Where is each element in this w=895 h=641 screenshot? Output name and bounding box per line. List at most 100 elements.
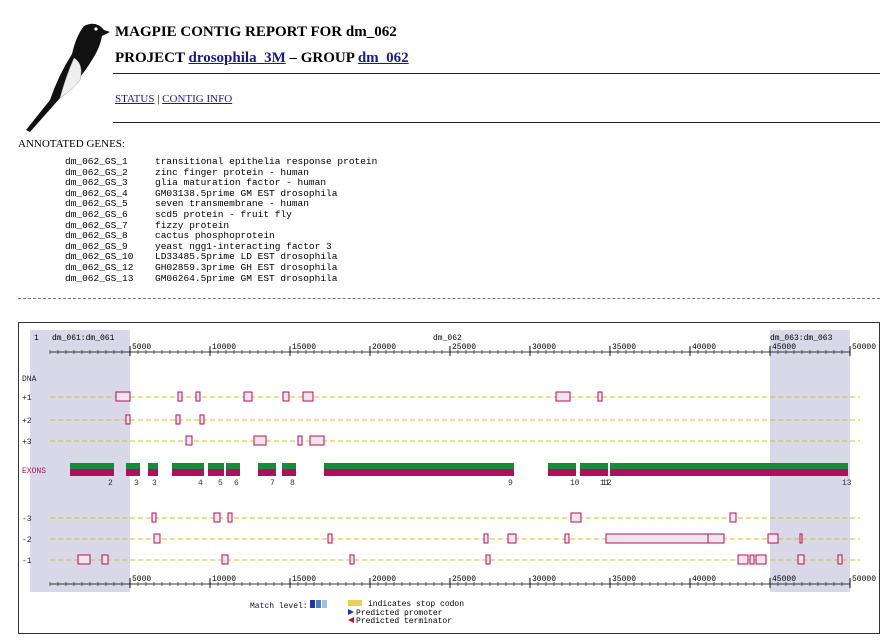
ruler-label: 50000 — [852, 575, 876, 584]
exon-label: 9 — [508, 479, 513, 488]
exon-top — [604, 463, 608, 469]
gene-glyph — [298, 436, 302, 445]
ruler-label: 5000 — [132, 575, 151, 584]
exon-top — [226, 463, 240, 469]
ruler-label: 10000 — [212, 343, 236, 352]
exon-label: 10 — [570, 479, 580, 488]
track-label: +1 — [22, 394, 32, 403]
ruler-label: 20000 — [372, 343, 396, 352]
stop-label: indicates stop codon — [368, 600, 464, 609]
center-contig: dm_062 — [433, 334, 462, 343]
gene-glyph — [606, 534, 716, 543]
gene-glyph — [310, 436, 324, 445]
exon-bottom — [258, 469, 276, 476]
ruler-label: 5000 — [132, 343, 151, 352]
gene-glyph — [556, 392, 570, 401]
gene-row: dm_062_GS_12GH02859.3prime GH EST drosop… — [65, 263, 377, 274]
divider — [18, 298, 880, 299]
exon-label: 3 — [134, 479, 139, 488]
gene-description: GM06264.5prime GM EST drosophila — [155, 274, 337, 285]
nav: STATUS | CONTIG INFO — [115, 93, 232, 105]
exon-bottom — [324, 469, 514, 476]
gene-glyph — [186, 436, 192, 445]
gene-glyph — [196, 392, 200, 401]
gene-glyph — [484, 534, 488, 543]
gene-glyph — [228, 513, 232, 522]
gene-glyph — [798, 555, 804, 564]
gene-description: GH02859.3prime GH EST drosophila — [155, 263, 337, 274]
exon-bottom — [148, 469, 158, 476]
ruler-label: 25000 — [452, 575, 476, 584]
project-link[interactable]: drosophila_3M — [188, 50, 285, 66]
right-overlap — [770, 330, 850, 592]
gene-glyph — [565, 534, 569, 543]
gene-glyph — [283, 392, 289, 401]
gene-glyph — [800, 534, 802, 543]
gene-id: dm_062_GS_6 — [65, 210, 155, 221]
gene-glyph — [176, 415, 180, 424]
right-contig: dm_063:dm_063 — [770, 334, 833, 343]
exon-top — [282, 463, 296, 469]
gene-glyph — [768, 534, 778, 543]
exon-label: 3 — [152, 479, 157, 488]
gene-glyph — [738, 555, 748, 564]
gene-glyph — [350, 555, 354, 564]
match-swatch — [316, 600, 321, 608]
gene-glyph — [152, 513, 156, 522]
gene-glyph — [178, 392, 182, 401]
project-prefix: PROJECT — [115, 50, 185, 66]
viewer-frame — [19, 323, 880, 634]
exon-top — [208, 463, 224, 469]
track-label: -2 — [22, 536, 32, 545]
ruler-label: 30000 — [532, 575, 556, 584]
ruler-label: 10000 — [212, 575, 236, 584]
ruler-label: 45000 — [772, 575, 796, 584]
track-label: +3 — [22, 438, 32, 447]
exon-bottom — [226, 469, 240, 476]
ruler-label: 15000 — [292, 343, 316, 352]
gene-glyph — [303, 392, 313, 401]
match-level-label: Match level: — [250, 602, 308, 611]
exon-label: 5 — [218, 479, 223, 488]
gene-glyph — [200, 415, 204, 424]
gene-glyph — [730, 513, 736, 522]
exon-bottom — [208, 469, 224, 476]
gene-glyph — [254, 436, 266, 445]
exon-label: 6 — [234, 479, 239, 488]
report-title: MAGPIE CONTIG REPORT FOR dm_062 — [115, 24, 397, 41]
gene-glyph — [508, 534, 516, 543]
exon-top — [172, 463, 204, 469]
exon-label: 4 — [198, 479, 203, 488]
contig-info-link[interactable]: CONTIG INFO — [162, 93, 232, 105]
exon-top — [258, 463, 276, 469]
gene-glyph — [708, 534, 724, 543]
group-link[interactable]: dm_062 — [358, 50, 409, 66]
exon-top — [548, 463, 576, 469]
genes-heading: ANNOTATED GENES: — [18, 138, 125, 150]
gene-glyph — [750, 555, 754, 564]
exon-label: 12 — [602, 479, 612, 488]
ruler-label: 25000 — [452, 343, 476, 352]
ruler-label: 50000 — [852, 343, 876, 352]
ruler-label: 20000 — [372, 575, 396, 584]
group-prefix: – GROUP — [289, 50, 354, 66]
match-swatch — [310, 600, 315, 608]
gene-glyph — [154, 534, 160, 543]
gene-glyph — [222, 555, 228, 564]
track-label: -3 — [22, 515, 32, 524]
gene-glyph — [598, 392, 602, 401]
ruler-label: 40000 — [692, 575, 716, 584]
magpie-logo — [14, 14, 114, 139]
status-link[interactable]: STATUS — [115, 93, 154, 105]
gene-glyph — [838, 555, 842, 564]
ruler-label: 45000 — [772, 343, 796, 352]
stop-swatch — [348, 600, 362, 606]
nav-separator: | — [157, 93, 159, 105]
ruler-label: 35000 — [612, 575, 636, 584]
gene-glyph — [486, 555, 490, 564]
ruler-label: 40000 — [692, 343, 716, 352]
page: MAGPIE CONTIG REPORT FOR dm_062 PROJECT … — [0, 0, 895, 641]
